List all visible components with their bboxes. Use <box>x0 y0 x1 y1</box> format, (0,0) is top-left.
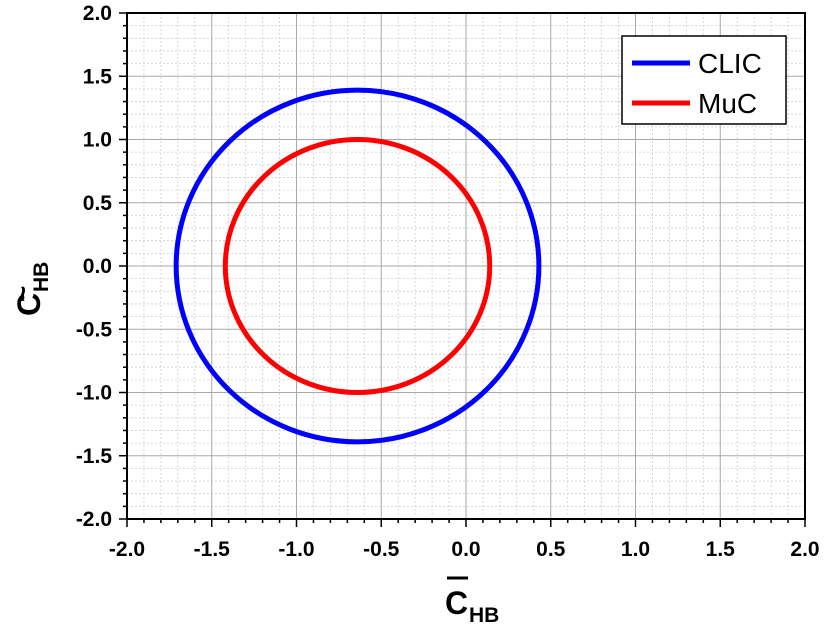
x-tick-labels: -2.0 -1.5 -1.0 -0.5 0.0 0.5 1.0 1.5 2.0 <box>109 538 820 561</box>
y-tick-label: 1.5 <box>83 65 113 88</box>
x-tick-label: 2.0 <box>790 538 819 561</box>
x-tick-label: -1.5 <box>194 538 231 561</box>
y-axis-label-text: C <box>11 293 47 316</box>
x-axis-label: C HB <box>445 576 499 627</box>
legend-box <box>621 35 787 125</box>
series-clic-contour <box>173 87 542 445</box>
x-tick-label: 1.5 <box>706 538 736 561</box>
y-tick-label: -1.0 <box>76 382 112 405</box>
y-axis-label: ~ C HB <box>7 262 53 316</box>
series-muc-contour <box>222 137 493 395</box>
y-tick-label: 2.0 <box>83 2 112 25</box>
x-tick-label: -2.0 <box>109 538 145 561</box>
y-tick-label: 0.0 <box>83 255 112 278</box>
y-tick-label: 1.0 <box>83 129 112 152</box>
x-tick-label: 1.0 <box>621 538 650 561</box>
tick-marks <box>119 12 806 527</box>
x-tick-label: -0.5 <box>363 538 400 561</box>
y-tick-label: -1.5 <box>76 445 113 468</box>
y-tick-label: -2.0 <box>76 508 112 531</box>
y-axis-label-subscript: HB <box>30 262 53 292</box>
legend-label-clic: CLIC <box>698 48 762 79</box>
series-layer <box>173 87 542 445</box>
x-tick-label: 0.0 <box>451 538 480 561</box>
x-axis-label-text: C <box>445 585 468 621</box>
y-tick-label: 0.5 <box>83 192 113 215</box>
legend-label-muc: MuC <box>698 88 757 119</box>
x-tick-label: 0.5 <box>536 538 566 561</box>
x-axis-label-subscript: HB <box>469 604 499 627</box>
x-tick-label: -1.0 <box>278 538 314 561</box>
y-axis-label-tilde: ~ <box>7 286 38 302</box>
y-tick-label: -0.5 <box>76 318 113 341</box>
legend: CLIC MuC <box>621 35 787 125</box>
y-tick-labels: 2.0 1.5 1.0 0.5 0.0 -0.5 -1.0 -1.5 -2.0 <box>76 2 113 531</box>
